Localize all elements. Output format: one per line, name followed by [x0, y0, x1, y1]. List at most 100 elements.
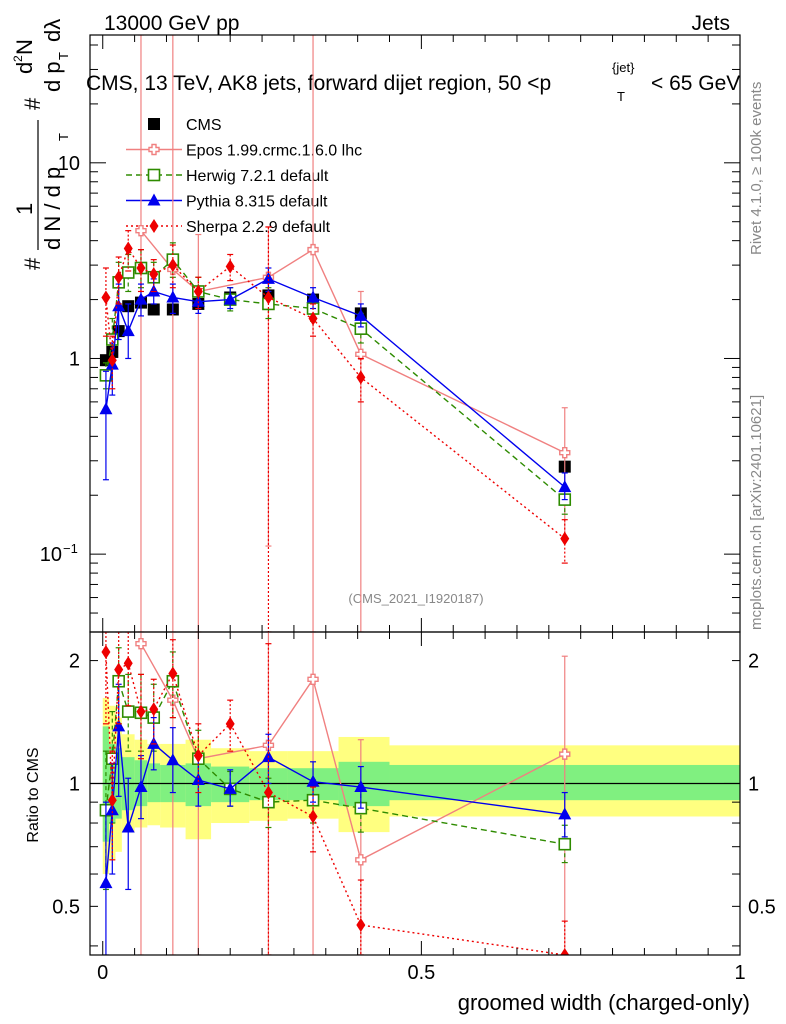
title-tail: < 65 GeV [651, 72, 740, 95]
ratio-ytick-label: 0.5 [52, 896, 80, 918]
ratio-pythia-point-11 [354, 780, 368, 793]
ratio-pythia-point-12 [558, 807, 572, 820]
main-sherpa-point-7 [193, 284, 203, 299]
legend-entry-sherpa: Sherpa 2.2.9 default [126, 219, 331, 236]
legend-entry-pythia: Pythia 8.315 default [126, 193, 328, 211]
legend: CMS Epos 1.99.crmc.1.6.0 lhc Herwig 7.2.1 … [126, 117, 362, 236]
main-pythia-point-12 [558, 480, 572, 493]
legend-label-sherpa: Sherpa 2.2.9 default [186, 219, 331, 236]
ylabel-denominator: d N / d p [40, 167, 65, 250]
title-main: CMS, 13 TeV, AK8 jets, forward dijet reg… [86, 72, 551, 95]
ratio-ytick-label-right: 0.5 [748, 896, 776, 918]
ratio-sherpa-point-1 [107, 793, 117, 808]
legend-entry-cms: CMS [148, 117, 222, 134]
ratio-ytick-label: 2 [69, 651, 80, 673]
ratio-frame [89, 631, 741, 956]
ylabel-n: N [12, 39, 37, 55]
main-pythia-point-8 [223, 292, 237, 305]
ratio-panel: 0 0.5 1 0.5 0.5 1 1 2 2 [52, 631, 776, 984]
main-pythia-point-6 [166, 290, 180, 303]
ratio-pythia-point-0 [99, 876, 113, 889]
rivet-label: Rivet 4.1.0, ≥ 100k events [748, 82, 765, 255]
main-epos-point-5 [355, 348, 367, 361]
ratio-series-sherpa [101, 632, 570, 955]
ratio-ytick-label-right: 2 [748, 651, 759, 673]
main-series-layer [99, 35, 572, 632]
main-pythia-point-2 [112, 299, 126, 312]
main-sherpa-point-8 [225, 259, 235, 274]
ratio-band-stat-5 [147, 763, 161, 803]
ratio-sherpa-point-12 [560, 948, 570, 955]
ratio-ytick-label: 1 [69, 773, 80, 795]
main-pythia-point-11 [354, 308, 368, 321]
main-y-axis-label: # 1 d N / d p T # d p T d 2 N dλ [11, 19, 71, 270]
main-pythia-point-3 [121, 324, 135, 337]
legend-marker-epos [148, 143, 160, 156]
ratio-series-pythia [99, 683, 572, 955]
main-sherpa-point-4 [136, 260, 146, 275]
ylabel-two: 2 [11, 55, 25, 62]
main-series-sherpa [101, 226, 570, 632]
ylabel-hash-1: # [20, 257, 45, 270]
ratio-epos-point-6 [559, 748, 571, 760]
ratio-axes: 0 0.5 1 0.5 0.5 1 1 2 2 [52, 631, 776, 984]
ratio-sherpa-point-0 [101, 644, 111, 659]
main-ytick-label: 10 [40, 544, 62, 566]
ratio-herwig-point-12 [558, 837, 572, 851]
x-tick-label: 1 [734, 962, 745, 984]
ratio-pythia-point-6 [166, 753, 180, 766]
main-sherpa-point-1 [107, 353, 117, 368]
main-epos-point-4 [307, 243, 319, 256]
x-axis-label: groomed width (charged-only) [458, 990, 750, 1015]
legend-entry-herwig: Herwig 7.2.1 default [126, 168, 329, 185]
legend-marker-sherpa [149, 219, 159, 233]
x-tick-label: 0 [97, 962, 108, 984]
ratio-sherpa-point-10 [308, 809, 318, 824]
x-tick-label: 0.5 [407, 962, 435, 984]
ratio-pythia-point-5 [147, 736, 161, 749]
ylabel-d: d [12, 62, 37, 74]
legend-label-cms: CMS [186, 117, 222, 134]
title-subscript: T [617, 89, 625, 104]
main-sherpa-line [105, 246, 566, 540]
legend-label-herwig: Herwig 7.2.1 default [186, 168, 329, 185]
main-sherpa-point-10 [308, 311, 318, 326]
ylabel-dpt: d p [40, 61, 65, 92]
ratio-pythia-point-1 [105, 803, 119, 816]
main-pythia-point-10 [306, 290, 320, 303]
main-sherpa-point-3 [123, 241, 133, 256]
ratio-pythia-point-3 [121, 820, 135, 833]
ratio-pythia-point-10 [306, 774, 320, 787]
plot-title: CMS, 13 TeV, AK8 jets, forward dijet reg… [86, 60, 740, 104]
legend-marker-pythia [147, 193, 161, 206]
ratio-pythia-point-8 [223, 781, 237, 794]
ratio-sherpa-point-7 [193, 748, 203, 763]
main-sherpa-point-2 [114, 270, 124, 285]
main-pythia-point-9 [261, 271, 275, 284]
header-right: Jets [691, 12, 730, 35]
ratio-series-group [99, 632, 572, 955]
main-sherpa-point-9 [263, 290, 273, 305]
main-sherpa-point-6 [168, 258, 178, 273]
ylabel-pt-sub-1: T [56, 133, 71, 141]
main-pythia-point-5 [147, 284, 161, 297]
main-series-group [99, 35, 572, 632]
legend-marker-cms [148, 118, 160, 130]
main-cms-point-5 [147, 303, 160, 316]
legend-marker-herwig [147, 168, 161, 182]
ratio-y-axis-label: Ratio to CMS [25, 747, 42, 842]
ratio-sherpa-point-9 [263, 785, 273, 800]
ylabel-hash-2: # [20, 97, 45, 110]
ylabel-one: 1 [12, 203, 37, 215]
header-left: 13000 GeV pp [104, 12, 239, 35]
main-sherpa-point-5 [149, 267, 159, 282]
legend-label-pythia: Pythia 8.315 default [186, 194, 328, 211]
main-epos-point-0 [135, 224, 147, 237]
main-pythia-point-0 [99, 402, 113, 415]
main-epos-line [140, 230, 566, 454]
ratio-sherpa-point-5 [149, 702, 159, 717]
ratio-sherpa-point-6 [168, 666, 178, 681]
